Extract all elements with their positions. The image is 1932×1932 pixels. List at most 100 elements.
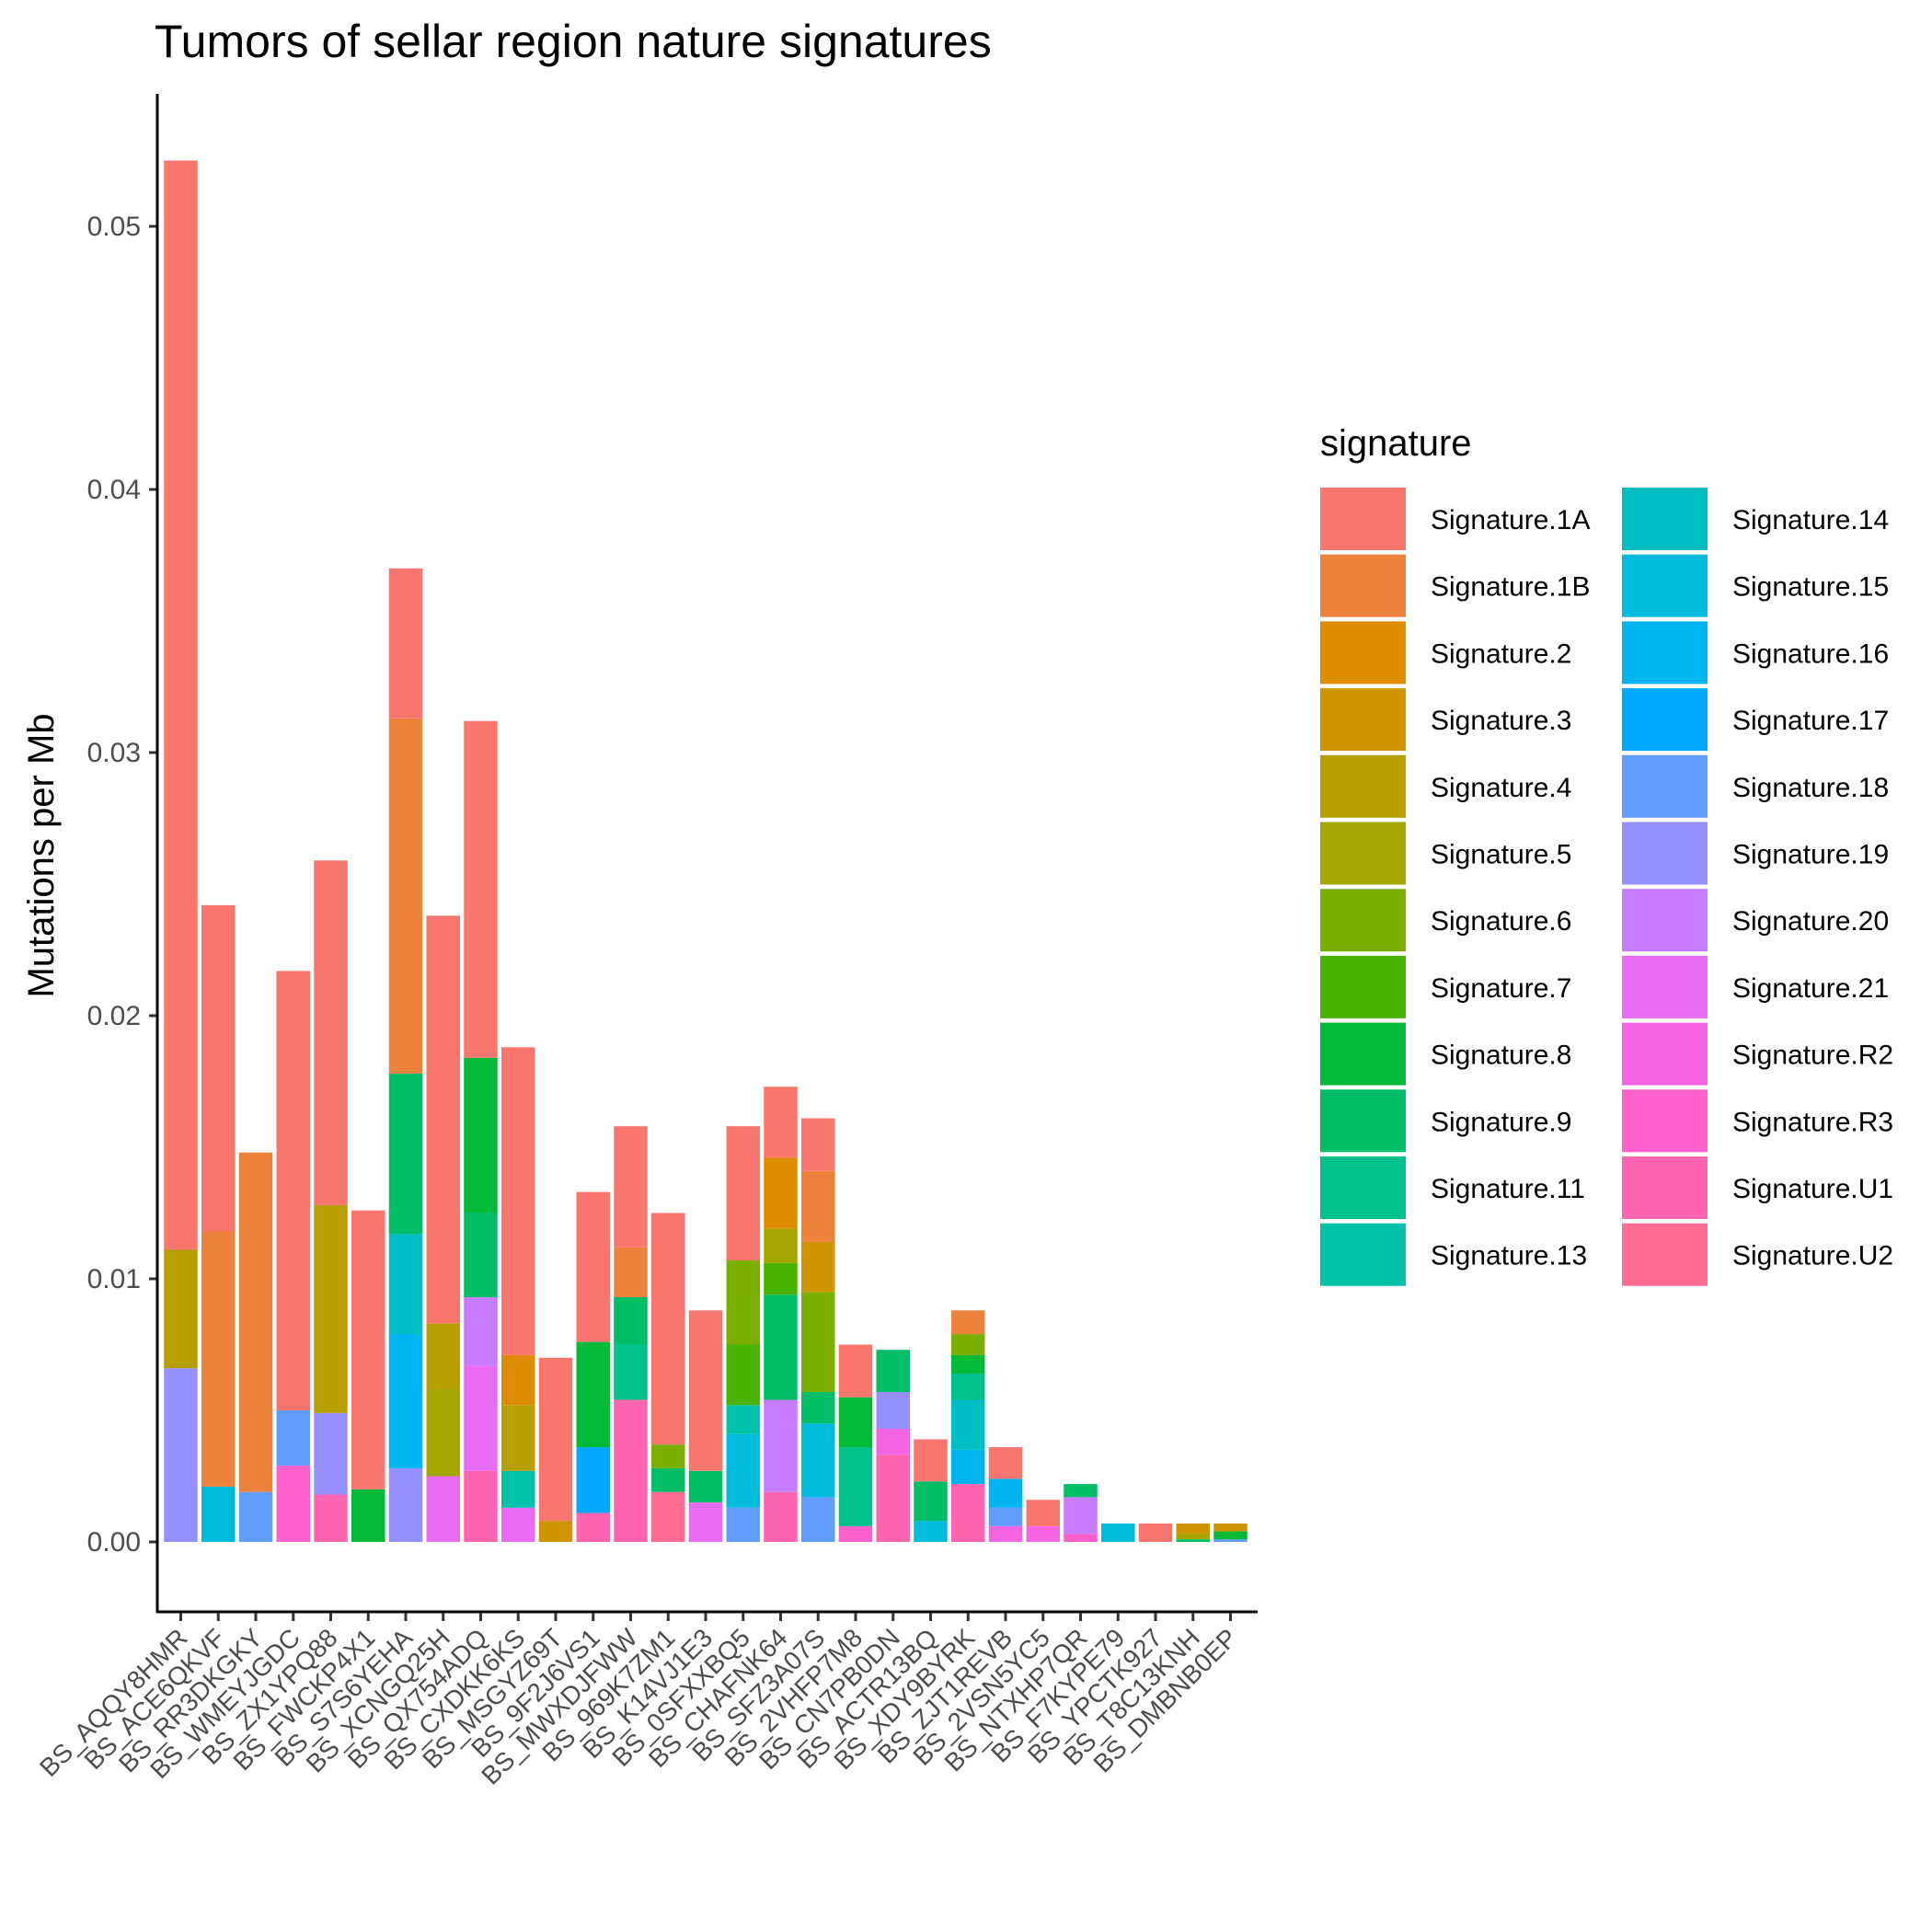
legend-label: Signature.1B [1431,572,1590,603]
y-axis-title: Mutations per Mb [21,713,62,997]
legend-key [1320,1156,1406,1219]
legend-key [1622,1022,1708,1086]
bar-segment [314,1494,348,1542]
bar-segment [726,1126,760,1260]
bar-segment [651,1467,685,1492]
bar-stack [838,1344,873,1542]
bar-segment [614,1126,648,1248]
bar-stack [164,160,198,1542]
legend-item: Signature.1B [1320,554,1590,617]
legend-key [1622,554,1708,617]
bar-segment [501,1047,535,1355]
bar-segment [876,1350,910,1392]
bar-stack [651,1213,685,1542]
legend-item: Signature.19 [1622,822,1889,885]
y-tick-label: 0.05 [87,212,141,242]
bar-segment [988,1525,1023,1542]
bar-segment [876,1455,910,1542]
bar-stack [1213,1523,1248,1542]
bar-segment [688,1310,723,1471]
legend-key [1622,621,1708,684]
bar-segment [764,1262,798,1295]
bar-segment [988,1478,1023,1508]
y-tick-label: 0.04 [87,475,141,505]
bar-segment [464,1365,498,1471]
bar-segment [801,1391,835,1424]
bar-stack [876,1350,910,1542]
bar-segment [614,1297,648,1345]
bar-segment [1026,1525,1060,1542]
y-axis-ticks: 0.00 0.01 0.02 0.03 0.04 0.05 [87,212,157,1558]
bar-segment [614,1344,648,1400]
legend-key [1320,955,1406,1018]
bar-segment [951,1354,985,1374]
bar-segment [314,1412,348,1495]
bar-segment [388,568,423,719]
legend-item: Signature.11 [1320,1156,1585,1219]
legend-key [1622,889,1708,952]
bar-segment [801,1292,835,1392]
bar-segment [164,1368,198,1542]
bar-stack [276,971,310,1542]
bar-segment [838,1344,873,1397]
bar-segment [1064,1534,1098,1542]
bar-segment [764,1228,798,1263]
legend-label: Signature.2 [1431,638,1571,669]
bar-stack [501,1047,535,1542]
legend-label: Signature.R2 [1732,1041,1893,1071]
legend-item: Signature.U2 [1622,1223,1893,1286]
legend-label: Signature.U2 [1732,1241,1893,1271]
bar-segment [651,1491,685,1542]
bar-segment [426,1389,460,1477]
y-tick-label: 0.02 [87,1001,141,1031]
legend-label: Signature.21 [1732,973,1889,1004]
legend-item: Signature.R3 [1622,1089,1893,1153]
legend-item: Signature.18 [1622,754,1889,818]
bar-segment [351,1489,385,1542]
legend-item: Signature.3 [1320,688,1571,752]
legend-key [1622,1089,1708,1153]
legend-key [1320,688,1406,752]
legend: signature Signature.1ASignature.1BSignat… [1320,423,1893,1286]
bar-segment [726,1259,760,1345]
bar-segment [238,1152,273,1492]
bar-segment [876,1391,910,1430]
y-tick-label: 0.01 [87,1264,141,1294]
bar-segment [351,1210,385,1489]
bar-segment [651,1213,685,1445]
bar-segment [1064,1484,1098,1498]
bar-segment [801,1118,835,1171]
bar-segment [201,904,236,1232]
bar-stack [576,1191,610,1542]
bar-segment [276,1466,310,1542]
legend-label: Signature.19 [1732,840,1889,870]
legend-label: Signature.6 [1431,906,1571,937]
bar-segment [764,1399,798,1492]
bar-segment [1176,1523,1210,1535]
bar-segment [538,1521,573,1542]
bar-segment [201,1486,236,1542]
bar-segment [426,1476,460,1542]
legend-items: Signature.1A Signature.1B Signature.2 Signa… [1320,488,1893,1286]
bar-segment [801,1241,835,1293]
bar-stack [1101,1523,1135,1542]
bar-segment [426,1323,460,1390]
legend-label: Signature.17 [1732,706,1889,736]
bar-segment [388,718,423,1074]
bar-segment [988,1447,1023,1479]
legend-label: Signature.18 [1732,773,1889,803]
bar-segment [801,1170,835,1242]
bar-segment [764,1157,798,1229]
bar-segment [314,860,348,1205]
legend-label: Signature.1A [1431,505,1590,535]
bar-segment [464,1470,498,1542]
legend-label: Signature.U1 [1732,1174,1893,1204]
bar-stack [388,568,423,1542]
legend-item: Signature.15 [1622,554,1889,617]
legend-key [1320,621,1406,684]
bar-segment [951,1399,985,1450]
bar-stack [1026,1500,1060,1542]
bar-segment [1213,1539,1248,1542]
bar-segment [501,1354,535,1406]
bar-segment [726,1433,760,1508]
